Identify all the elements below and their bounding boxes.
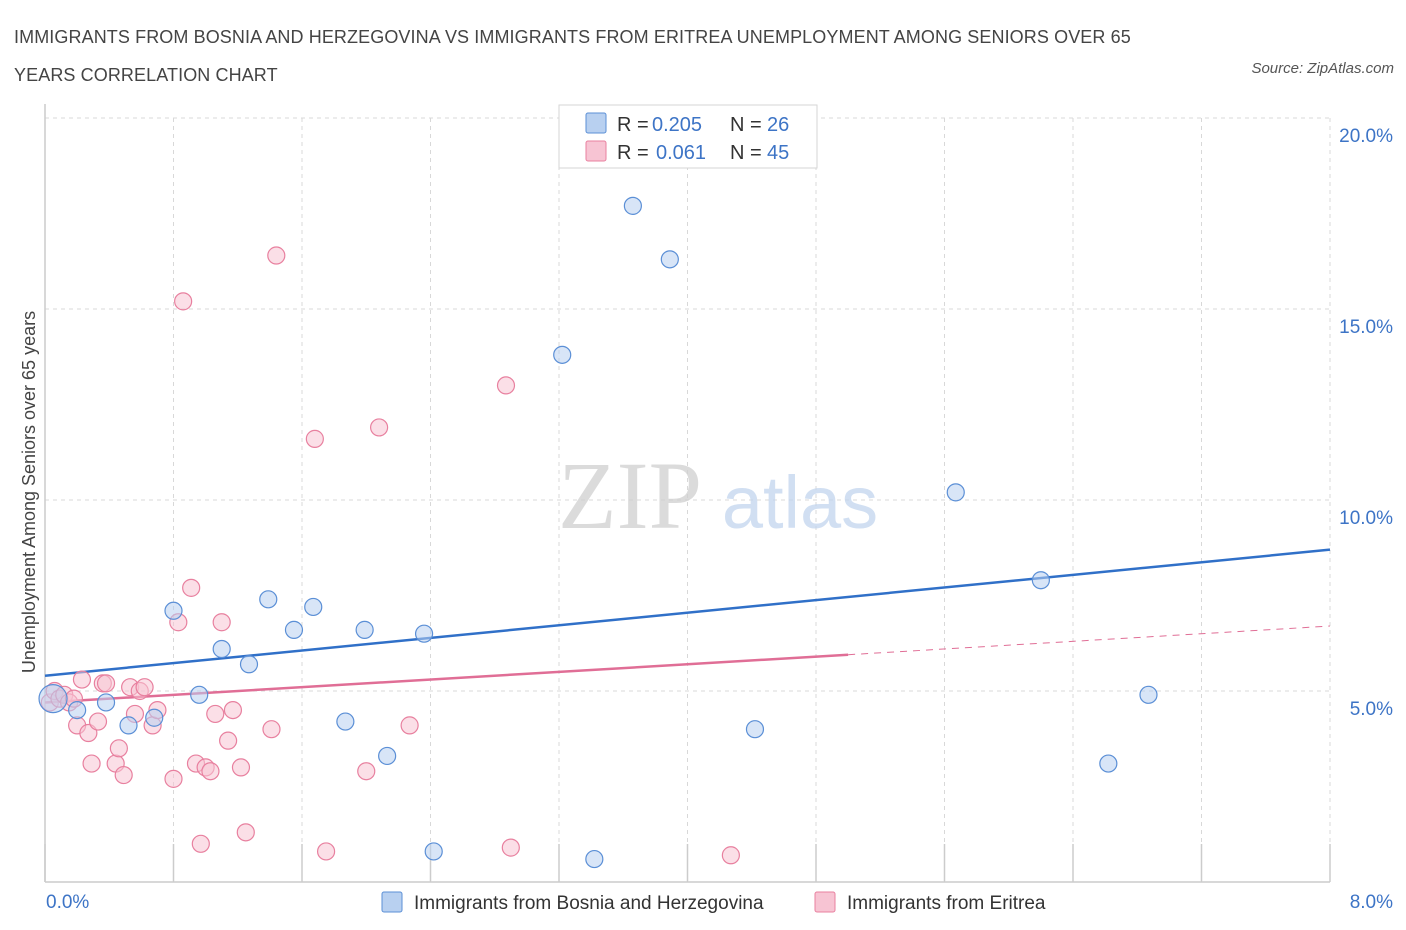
data-point-bosnia [378, 746, 397, 766]
data-point-bosnia [38, 684, 68, 714]
legend-r-label-pink: R = [617, 142, 649, 164]
data-point-eritrea [164, 769, 183, 788]
data-point-eritrea [174, 292, 193, 311]
data-point-eritrea [135, 678, 154, 697]
data-point-bosnia [96, 693, 116, 712]
watermark-atlas: atlas [722, 461, 878, 544]
data-point-eritrea [496, 376, 516, 395]
trend-line-pink [44, 653, 849, 704]
data-point-bosnia [414, 624, 434, 643]
series-legend-swatch-blue [381, 891, 403, 913]
data-point-bosnia [190, 685, 209, 704]
data-point-eritrea [88, 712, 108, 731]
data-point-bosnia [239, 655, 259, 674]
chart-title: IMMIGRANTS FROM BOSNIA AND HERZEGOVINA V… [14, 27, 1131, 85]
data-point-eritrea [262, 720, 281, 739]
data-point-bosnia [745, 720, 765, 739]
data-point-bosnia [660, 250, 679, 269]
watermark: ZIP atlas [558, 442, 878, 549]
data-point-bosnia [553, 345, 572, 364]
legend-n-value-pink: 45 [767, 142, 789, 164]
data-point-eritrea [114, 765, 133, 785]
data-point-bosnia [1139, 685, 1158, 704]
series-legend-label-pink: Immigrants from Eritrea [847, 893, 1046, 914]
data-point-bosnia [284, 620, 304, 639]
chart-source: Source: ZipAtlas.com [1251, 60, 1394, 77]
legend-n-label-pink: N = [730, 142, 762, 164]
data-point-eritrea [109, 739, 128, 758]
data-point-bosnia [164, 601, 183, 620]
data-point-bosnia [119, 716, 138, 735]
data-point-eritrea [357, 762, 376, 781]
data-point-bosnia [145, 708, 164, 727]
legend-n-value-blue: 26 [767, 114, 789, 136]
data-point-bosnia [623, 196, 642, 215]
trend-layer [44, 548, 1331, 704]
series-legend-swatch-pink [814, 891, 836, 913]
data-point-eritrea [267, 246, 286, 265]
trend-line-extension-pink [848, 625, 1331, 656]
points-layer [38, 196, 1158, 869]
data-point-eritrea [219, 731, 238, 750]
axes-layer [44, 104, 1331, 883]
legend-r-value-blue: 0.205 [652, 114, 702, 136]
data-point-eritrea [212, 613, 231, 632]
data-point-bosnia [1031, 571, 1050, 590]
data-point-eritrea [236, 823, 255, 842]
data-point-eritrea [400, 716, 419, 735]
data-point-bosnia [336, 712, 355, 731]
data-point-bosnia [585, 849, 604, 869]
data-point-eritrea [223, 700, 243, 720]
series-legend: Immigrants from Bosnia and Herzegovina I… [381, 891, 1046, 914]
data-point-bosnia [68, 700, 87, 720]
data-point-eritrea [191, 834, 210, 853]
data-point-eritrea [721, 846, 740, 865]
legend-n-label-blue: N = [730, 114, 762, 136]
data-point-eritrea [501, 838, 520, 857]
x-tick-label-max: 8.0% [1350, 892, 1393, 913]
labels-layer: 5.0% 10.0% 15.0% 20.0% 0.0% 8.0% Unemployment … [19, 126, 1393, 913]
data-point-bosnia [1099, 754, 1118, 773]
data-point-bosnia [259, 590, 278, 609]
data-point-eritrea [201, 762, 220, 781]
x-tick-label-min: 0.0% [46, 892, 89, 913]
data-point-eritrea [206, 704, 225, 724]
watermark-zip: ZIP [558, 442, 702, 549]
y-tick-label: 20.0% [1339, 126, 1393, 147]
data-point-eritrea [231, 758, 251, 777]
data-point-bosnia [946, 483, 965, 502]
data-point-eritrea [370, 418, 389, 437]
data-point-eritrea [305, 429, 324, 448]
data-point-eritrea [82, 754, 101, 773]
data-point-bosnia [212, 639, 231, 659]
stats-legend: R = 0.205 N = 26 R = 0.061 N = 45 [558, 104, 818, 169]
data-point-bosnia [424, 842, 443, 861]
data-point-eritrea [316, 842, 336, 861]
legend-r-label-blue: R = [617, 114, 649, 136]
legend-r-value-pink: 0.061 [656, 142, 706, 164]
data-point-eritrea [72, 670, 92, 689]
legend-swatch-pink [585, 140, 607, 162]
y-axis-label: Unemployment Among Seniors over 65 years [19, 311, 39, 673]
series-legend-label-blue: Immigrants from Bosnia and Herzegovina [414, 893, 764, 914]
y-tick-label: 5.0% [1350, 699, 1393, 720]
data-point-eritrea [96, 674, 116, 693]
data-point-bosnia [304, 597, 323, 617]
legend-swatch-blue [585, 112, 607, 134]
data-point-bosnia [355, 620, 374, 639]
trend-line-blue [44, 548, 1331, 677]
y-tick-label: 15.0% [1339, 317, 1393, 338]
y-tick-label: 10.0% [1339, 508, 1393, 529]
data-point-eritrea [182, 578, 201, 597]
